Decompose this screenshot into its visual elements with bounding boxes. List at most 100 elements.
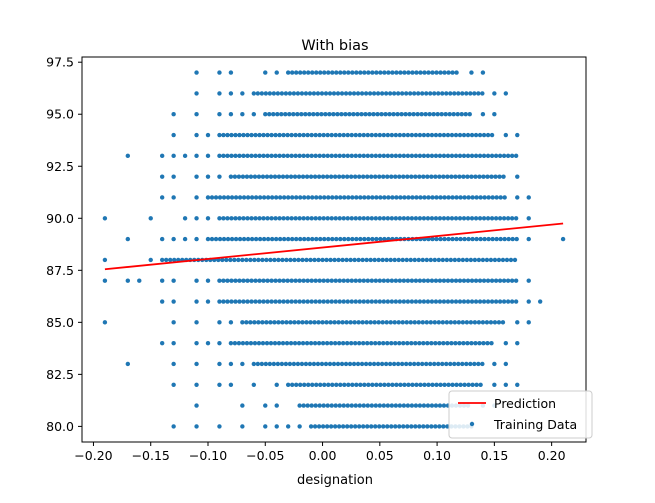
scatter-point bbox=[340, 174, 346, 179]
scatter-point bbox=[374, 382, 379, 387]
scatter-point bbox=[378, 236, 383, 242]
scatter-point bbox=[399, 112, 404, 117]
scatter-point bbox=[310, 236, 315, 242]
scatter-point bbox=[336, 340, 342, 346]
scatter-point bbox=[377, 153, 383, 159]
scatter-point bbox=[450, 195, 455, 200]
scatter-point bbox=[352, 340, 358, 346]
scatter-point bbox=[468, 361, 473, 367]
scatter-point bbox=[297, 424, 302, 429]
scatter-point bbox=[253, 299, 258, 304]
scatter-point bbox=[441, 299, 447, 304]
scatter-point bbox=[352, 174, 358, 179]
scatter-point bbox=[457, 216, 463, 221]
scatter-point bbox=[283, 91, 289, 96]
scatter-point bbox=[426, 70, 431, 75]
scatter-point bbox=[469, 340, 474, 346]
scatter-point bbox=[317, 153, 322, 159]
scatter-point bbox=[336, 424, 342, 429]
scatter-point bbox=[473, 278, 479, 283]
scatter-point bbox=[320, 257, 325, 263]
scatter-point bbox=[453, 174, 458, 179]
scatter-point bbox=[405, 424, 410, 429]
scatter-point bbox=[327, 112, 332, 117]
scatter-point bbox=[413, 132, 419, 138]
scatter-point bbox=[307, 91, 313, 96]
y-tick-label: 87.5 bbox=[46, 263, 74, 278]
scatter-point bbox=[228, 320, 234, 325]
scatter-point bbox=[339, 361, 345, 367]
scatter-point bbox=[449, 340, 454, 346]
scatter-point bbox=[293, 299, 298, 304]
scatter-point bbox=[253, 236, 259, 242]
scatter-point bbox=[213, 236, 219, 242]
scatter-point bbox=[513, 216, 519, 221]
scatter-point bbox=[400, 320, 405, 325]
scatter-point bbox=[401, 132, 407, 138]
y-tick-label: 80.0 bbox=[46, 419, 74, 434]
scatter-point bbox=[102, 278, 108, 283]
scatter-point bbox=[353, 153, 358, 159]
scatter-point bbox=[476, 320, 482, 325]
scatter-point bbox=[473, 174, 478, 179]
scatter-point bbox=[453, 299, 459, 304]
scatter-point bbox=[472, 320, 478, 325]
scatter-point bbox=[406, 70, 411, 75]
scatter-point bbox=[148, 216, 153, 221]
scatter-point bbox=[309, 278, 314, 283]
scatter-point bbox=[473, 132, 479, 138]
scatter-point bbox=[102, 216, 108, 221]
x-tick-label: −0.15 bbox=[132, 448, 170, 463]
scatter-point bbox=[392, 257, 397, 263]
scatter-point bbox=[457, 132, 463, 138]
scatter-point bbox=[409, 216, 415, 221]
scatter-point bbox=[493, 278, 499, 283]
scatter-point bbox=[425, 153, 431, 159]
scatter-point bbox=[229, 236, 235, 242]
scatter-point bbox=[252, 257, 257, 263]
scatter-point bbox=[453, 340, 458, 346]
scatter-point bbox=[245, 299, 250, 304]
scatter-point bbox=[421, 424, 426, 429]
scatter-point bbox=[171, 320, 176, 325]
scatter-point bbox=[362, 382, 367, 387]
scatter-point bbox=[240, 424, 245, 429]
scatter-point bbox=[159, 278, 165, 283]
x-tick-label: 0.10 bbox=[423, 448, 451, 463]
scatter-point bbox=[413, 278, 419, 283]
y-tick-label: 95.0 bbox=[46, 107, 74, 122]
scatter-point bbox=[326, 236, 331, 242]
scatter-point bbox=[316, 320, 321, 325]
scatter-point bbox=[453, 278, 459, 283]
scatter-point bbox=[353, 278, 358, 283]
scatter-point bbox=[285, 278, 290, 283]
scatter-point bbox=[349, 216, 354, 221]
scatter-point bbox=[289, 299, 294, 304]
scatter-point bbox=[413, 424, 418, 429]
scatter-point bbox=[509, 278, 515, 283]
scatter-point bbox=[285, 299, 290, 304]
scatter-point bbox=[433, 299, 439, 304]
scatter-point bbox=[274, 382, 279, 387]
scatter-point bbox=[263, 112, 268, 117]
scatter-point bbox=[429, 278, 435, 283]
scatter-point bbox=[489, 132, 495, 138]
scatter-point bbox=[438, 70, 443, 75]
scatter-point bbox=[288, 320, 293, 325]
scatter-point bbox=[429, 340, 434, 346]
scatter-point bbox=[450, 382, 455, 387]
scatter-point bbox=[333, 216, 338, 221]
scatter-point bbox=[429, 216, 435, 221]
scatter-point bbox=[285, 70, 291, 75]
scatter-point bbox=[310, 70, 315, 75]
scatter-point bbox=[251, 91, 257, 96]
scatter-point bbox=[221, 153, 226, 159]
scatter-point bbox=[489, 340, 494, 346]
scatter-point bbox=[449, 174, 454, 179]
scatter-point bbox=[252, 340, 258, 346]
scatter-point bbox=[445, 132, 451, 138]
scatter-point bbox=[306, 195, 311, 200]
scatter-point bbox=[369, 174, 374, 179]
legend: Prediction Training Data bbox=[448, 390, 593, 439]
scatter-point bbox=[359, 91, 365, 96]
